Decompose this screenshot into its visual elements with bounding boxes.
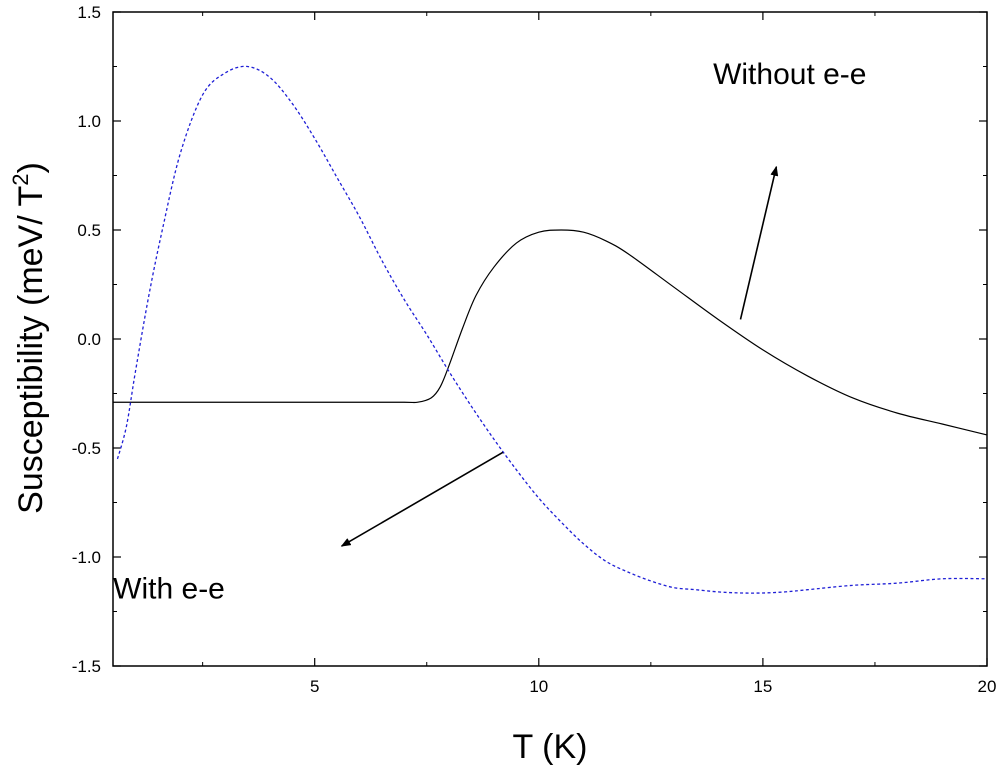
annotation-without-e-e: Without e-e [713, 58, 866, 91]
y-axis-label: Susceptibility (meV/ T2) [8, 162, 50, 514]
arrow-with-e-e [340, 451, 504, 547]
y-tick-label: 0.0 [77, 330, 101, 349]
y-axis-label-close: ) [12, 162, 50, 173]
y-tick-label: 1.0 [77, 112, 101, 131]
y-axis-label-superscript: 2 [8, 173, 33, 185]
y-tick-label: 0.5 [77, 221, 101, 240]
y-tick-label: -1.0 [72, 548, 101, 567]
series-without-e-e-line [113, 229, 988, 436]
axes [112, 11, 988, 667]
y-tick-label: -1.5 [72, 657, 101, 676]
annotation-with-e-e: With e-e [113, 572, 225, 605]
series [113, 65, 988, 594]
series-with-e-e-line [116, 65, 988, 594]
x-axis-label: T (K) [513, 728, 588, 766]
y-axis-label-main: Susceptibility (meV/ T [12, 186, 50, 514]
y-tick-label: -0.5 [72, 439, 101, 458]
ticks: 5 10 15 20 -1.5 -1.0 -0.5 0.0 0.5 1.0 1.5 [72, 3, 997, 696]
y-tick-label: 1.5 [77, 3, 101, 22]
plot-frame [112, 11, 988, 667]
x-tick-label: 5 [310, 677, 319, 696]
x-tick-label: 10 [529, 677, 548, 696]
annotations: Without e-e With e-e [113, 58, 866, 605]
x-tick-label: 20 [978, 677, 997, 696]
x-tick-label: 15 [753, 677, 772, 696]
arrow-without-e-e [739, 165, 779, 320]
